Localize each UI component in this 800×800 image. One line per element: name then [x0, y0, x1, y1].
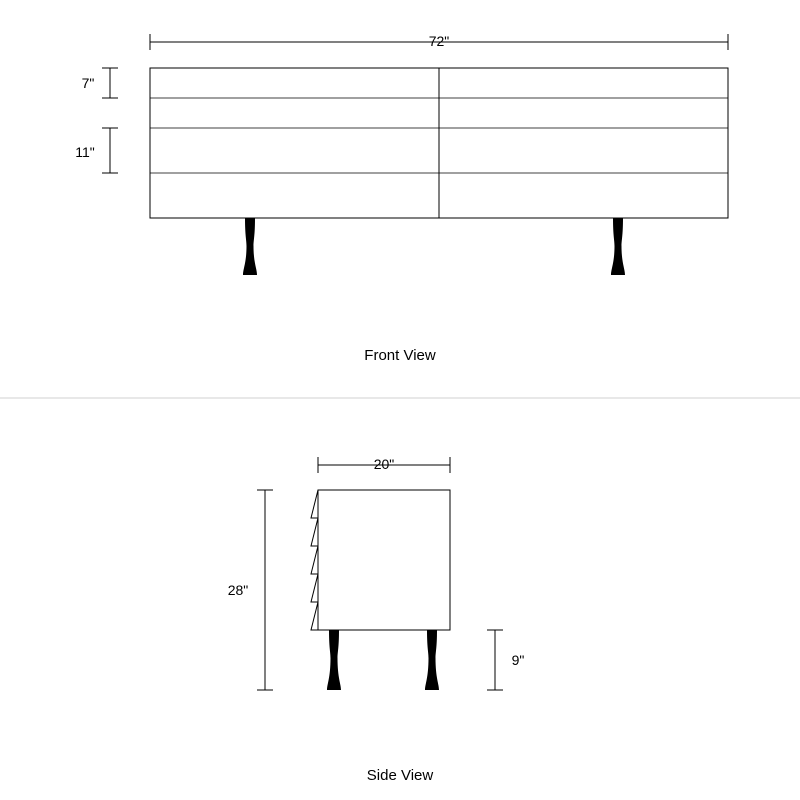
- dimension-label: 28": [228, 582, 249, 598]
- dimension-label: 9": [512, 652, 525, 668]
- dimension-label: 11": [75, 144, 95, 160]
- furniture-leg: [327, 630, 341, 690]
- front-view-caption: Front View: [364, 347, 436, 364]
- drawer-slat: [311, 518, 318, 546]
- drawer-slat: [311, 602, 318, 630]
- furniture-leg: [425, 630, 439, 690]
- drawer-slat: [311, 546, 318, 574]
- furniture-leg: [611, 218, 625, 275]
- furniture-leg: [243, 218, 257, 275]
- dimension-label: 20": [374, 456, 395, 472]
- dimension-diagram: 72" 7" 11" Front View 20" 28" 9" Side View: [0, 0, 800, 800]
- dimension-label: 72": [429, 33, 450, 49]
- drawer-slat: [311, 574, 318, 602]
- dimension-label: 7": [82, 75, 95, 91]
- side-body: [318, 490, 450, 630]
- drawer-slat: [311, 490, 318, 518]
- side-view-caption: Side View: [367, 767, 434, 784]
